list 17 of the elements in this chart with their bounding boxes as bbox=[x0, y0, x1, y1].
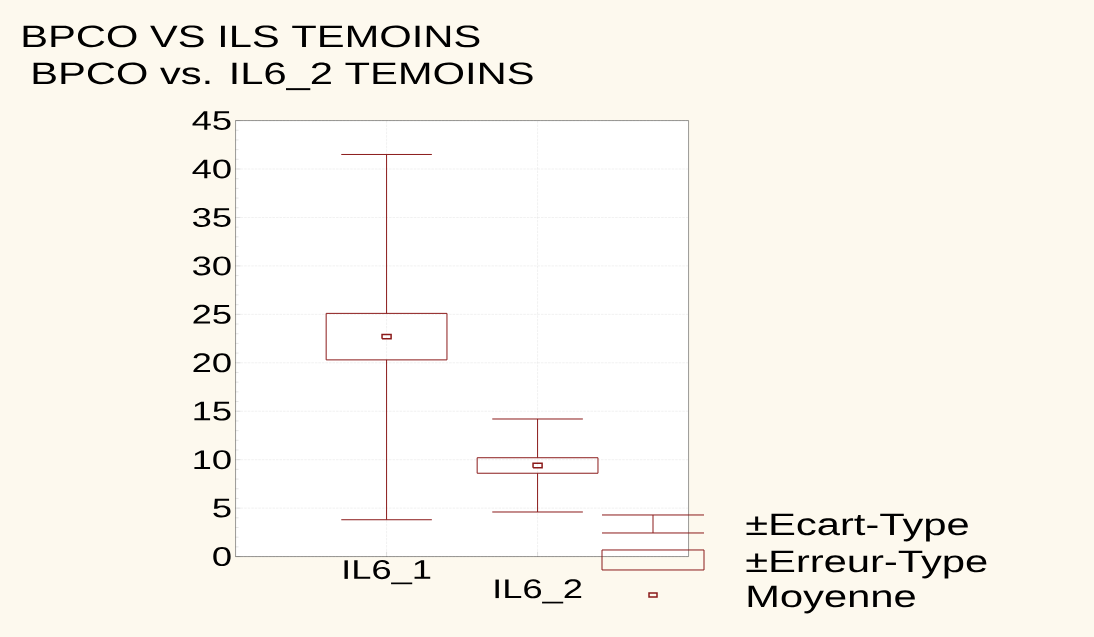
text: Moyenne bbox=[748, 585, 915, 614]
y-tick-label: 40 bbox=[192, 159, 231, 179]
y-tick-label: 25 bbox=[193, 304, 231, 324]
y-tick-label: 0 bbox=[213, 547, 231, 567]
chart-subtitle: BPCO vs. IL6_2 TEMOINS bbox=[33, 62, 533, 91]
text: ±Ecart-Type bbox=[746, 513, 968, 542]
y-tick-label: 35 bbox=[193, 207, 231, 227]
y-tick-label: 30 bbox=[193, 256, 231, 276]
y-tick-label: 10 bbox=[194, 450, 231, 470]
y-tick-label: 5 bbox=[213, 498, 231, 518]
x-tick-label: IL6_2 bbox=[495, 579, 582, 604]
chart-title: BPCO VS ILS TEMOINS bbox=[23, 25, 480, 48]
y-tick-label: 20 bbox=[193, 353, 231, 373]
y-tick-label: 45 bbox=[192, 111, 231, 130]
x-tick-label: IL6_1 bbox=[344, 560, 431, 585]
text: ±Erreur-Type bbox=[746, 550, 987, 579]
y-tick-label: 15 bbox=[194, 401, 231, 421]
